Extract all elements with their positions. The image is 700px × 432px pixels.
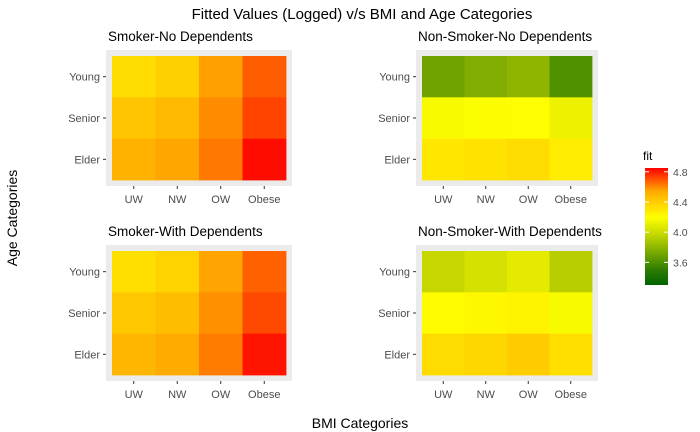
x-tick-label: Obese: [248, 389, 280, 401]
x-tick-label: NW: [168, 389, 187, 401]
heatmap-cell: [507, 251, 550, 293]
heatmap-cell: [242, 333, 287, 376]
facet-title: Non-Smoker-With Dependents: [418, 224, 602, 239]
heatmap-cell: [155, 97, 200, 140]
facet-panel: Smoker-No Dependents Young Senior Elder UW NW…: [68, 29, 292, 206]
color-legend: fit 4.8 4.4 4.0 3.6: [643, 149, 688, 285]
heatmap-cell: [422, 97, 465, 140]
y-tick-label: Senior: [68, 113, 100, 125]
heatmap-cell: [155, 333, 200, 376]
y-tick-label: Senior: [378, 113, 410, 125]
heatmap-cell: [549, 97, 593, 140]
heatmap-cell: [155, 251, 200, 293]
y-tick-label: Elder: [74, 154, 100, 166]
heatmap-cell: [422, 138, 465, 181]
heatmap-cell: [507, 333, 550, 376]
heatmap-cell: [112, 138, 156, 181]
heatmap-cell: [155, 292, 200, 335]
heatmap-cell: [549, 138, 593, 181]
legend-title: fit: [643, 149, 653, 163]
x-tick-label: OW: [519, 389, 539, 401]
y-tick-label: Young: [69, 267, 100, 279]
heatmap-cell: [112, 333, 156, 376]
y-tick-label: Senior: [68, 308, 100, 320]
x-tick-label: UW: [434, 194, 453, 206]
x-tick-label: UW: [125, 389, 144, 401]
heatmap-cell: [112, 56, 156, 98]
facet-panel: Non-Smoker-With Dependents Young Senior Eld…: [378, 224, 602, 401]
heatmap-cell: [199, 138, 243, 181]
heatmap-cell: [464, 292, 508, 335]
facet-title: Non-Smoker-No Dependents: [418, 29, 592, 44]
x-tick-label: OW: [211, 389, 231, 401]
heatmap-cell: [464, 333, 508, 376]
heatmap-cell: [155, 56, 200, 98]
legend-colorbar: [645, 168, 668, 285]
x-tick-label: OW: [211, 194, 231, 206]
heatmap-cell: [422, 333, 465, 376]
legend-tick-label: 4.4: [673, 197, 688, 209]
heatmap-cell: [422, 251, 465, 293]
x-tick-label: NW: [477, 194, 496, 206]
facet-title: Smoker-With Dependents: [108, 224, 263, 239]
heatmap-cell: [242, 56, 287, 98]
x-tick-label: Obese: [555, 194, 587, 206]
legend-tick-label: 3.6: [673, 257, 688, 269]
y-axis-title: Age Categories: [4, 170, 20, 267]
chart-title: Fitted Values (Logged) v/s BMI and Age C…: [192, 6, 533, 23]
y-tick-label: Young: [379, 72, 410, 84]
y-tick-label: Senior: [378, 308, 410, 320]
x-tick-label: UW: [125, 194, 144, 206]
y-tick-label: Elder: [74, 349, 100, 361]
heatmap-cell: [507, 292, 550, 335]
x-tick-label: NW: [477, 389, 496, 401]
y-tick-label: Young: [379, 267, 410, 279]
heatmap-cell: [155, 138, 200, 181]
heatmap-cell: [507, 138, 550, 181]
heatmap-cell: [242, 138, 287, 181]
heatmap-cell: [112, 292, 156, 335]
heatmap-cell: [242, 292, 287, 335]
x-tick-label: Obese: [248, 194, 280, 206]
x-axis-title: BMI Categories: [312, 415, 408, 431]
heatmap-cell: [549, 333, 593, 376]
x-tick-label: Obese: [555, 389, 587, 401]
heatmap-cell: [112, 251, 156, 293]
facet-title: Smoker-No Dependents: [108, 29, 253, 44]
facet-panel: Non-Smoker-No Dependents Young Senior Elder…: [378, 29, 598, 206]
heatmap-cell: [199, 97, 243, 140]
heatmap-cell: [199, 56, 243, 98]
y-tick-label: Elder: [384, 349, 410, 361]
heatmap-cell: [242, 251, 287, 293]
heatmap-cell: [549, 251, 593, 293]
heatmap-cell: [464, 251, 508, 293]
heatmap-cell: [422, 292, 465, 335]
heatmap-cell: [507, 56, 550, 98]
x-tick-label: NW: [168, 194, 187, 206]
heatmap-cell: [242, 97, 287, 140]
y-tick-label: Elder: [384, 154, 410, 166]
legend-tick-label: 4.0: [673, 227, 688, 239]
x-tick-label: UW: [434, 389, 453, 401]
heatmap-cell: [464, 97, 508, 140]
heatmap-cell: [199, 292, 243, 335]
heatmap-cell: [112, 97, 156, 140]
facet-panels: Smoker-No Dependents Young Senior Elder UW NW…: [68, 29, 602, 401]
heatmap-cell: [464, 138, 508, 181]
facet-panel: Smoker-With Dependents Young Senior Elder UW…: [68, 224, 292, 401]
heatmap-cell: [507, 97, 550, 140]
heatmap-cell: [199, 251, 243, 293]
legend-tick-label: 4.8: [673, 167, 688, 179]
heatmap-cell: [549, 292, 593, 335]
heatmap-cell: [464, 56, 508, 98]
heatmap-cell: [199, 333, 243, 376]
heatmap-cell: [422, 56, 465, 98]
y-tick-label: Young: [69, 72, 100, 84]
heatmap-cell: [549, 56, 593, 98]
x-tick-label: OW: [519, 194, 539, 206]
